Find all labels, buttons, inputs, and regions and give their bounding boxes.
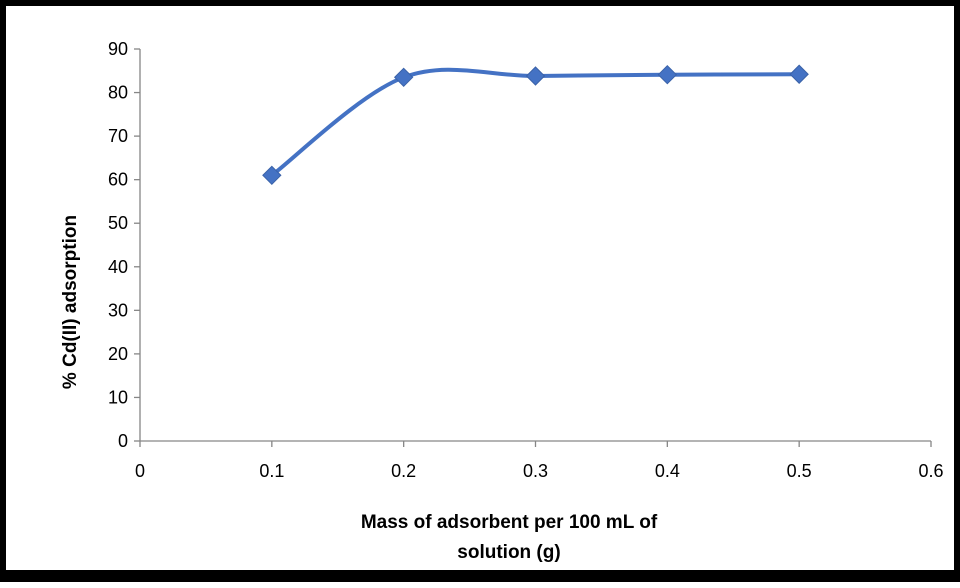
- y-tick-label: 50: [108, 213, 128, 233]
- x-tick-label: 0.6: [918, 461, 943, 481]
- x-tick-label: 0.1: [259, 461, 284, 481]
- x-tick-label: 0.3: [523, 461, 548, 481]
- y-tick-label: 20: [108, 344, 128, 364]
- y-tick-label: 0: [118, 431, 128, 451]
- x-axis-title-line-2: solution (g): [457, 542, 560, 563]
- y-tick-label: 80: [108, 83, 128, 103]
- data-point-marker: [657, 64, 678, 85]
- x-axis-ticks: 0 0.1 0.2 0.3 0.4 0.5 0.6: [135, 441, 944, 481]
- x-tick-label: 0: [135, 461, 145, 481]
- y-tick-label: 40: [108, 257, 128, 277]
- y-tick-label: 70: [108, 126, 128, 146]
- data-point-marker: [393, 67, 414, 88]
- y-tick-label: 60: [108, 170, 128, 190]
- x-axis-title-line-1: Mass of adsorbent per 100 mL of: [361, 512, 658, 533]
- x-tick-label: 0.4: [655, 461, 680, 481]
- data-point-marker: [525, 66, 546, 86]
- x-tick-label: 0.5: [787, 461, 812, 481]
- y-axis-ticks: 0 10 20 30 40 50 60 70 80 90: [108, 39, 140, 451]
- y-tick-label: 30: [108, 300, 128, 320]
- data-point-marker: [262, 165, 282, 186]
- y-axis-title: % Cd(II) adsorption: [60, 215, 81, 389]
- data-point-marker: [789, 64, 809, 84]
- series-markers: [262, 64, 809, 186]
- x-tick-label: 0.2: [391, 461, 416, 481]
- y-tick-label: 90: [108, 39, 128, 59]
- y-tick-label: 10: [108, 387, 128, 407]
